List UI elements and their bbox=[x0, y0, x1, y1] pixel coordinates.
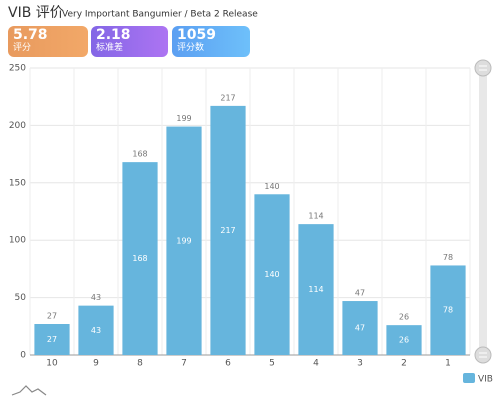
stat-card: 5.78 评分 bbox=[8, 26, 88, 57]
y-tick-label: 150 bbox=[9, 178, 26, 188]
y-tick-label: 250 bbox=[9, 64, 26, 74]
inner-value-label: 47 bbox=[355, 324, 365, 333]
x-tick-label: 4 bbox=[313, 359, 319, 369]
inner-value-label: 199 bbox=[176, 236, 191, 245]
x-tick-label: 10 bbox=[46, 359, 58, 369]
legend-swatch bbox=[463, 373, 475, 383]
bar bbox=[78, 305, 114, 355]
value-label: 168 bbox=[132, 150, 147, 159]
stat-label: 评分 bbox=[13, 43, 32, 53]
slider-handle[interactable] bbox=[474, 346, 492, 364]
slider-handle[interactable] bbox=[474, 59, 492, 77]
x-tick-label: 5 bbox=[269, 359, 275, 369]
stat-value: 1059 bbox=[177, 27, 216, 43]
y-tick-label: 0 bbox=[20, 351, 26, 361]
x-tick-label: 3 bbox=[357, 359, 363, 369]
value-label: 26 bbox=[399, 313, 409, 322]
x-tick-label: 2 bbox=[401, 359, 407, 369]
value-label: 114 bbox=[308, 212, 323, 221]
x-tick-label: 1 bbox=[445, 359, 451, 369]
inner-value-label: 114 bbox=[308, 285, 323, 294]
y-tick-label: 200 bbox=[9, 121, 26, 131]
stat-label: 评分数 bbox=[177, 43, 205, 53]
slider-track bbox=[479, 68, 487, 355]
bar bbox=[386, 325, 422, 355]
bar bbox=[254, 194, 290, 355]
value-label: 47 bbox=[355, 289, 365, 298]
bar bbox=[430, 265, 466, 355]
bar bbox=[342, 301, 378, 355]
chart-title: VIB 评价 bbox=[8, 5, 64, 21]
stat-card: 2.18 标准差 bbox=[91, 26, 168, 57]
x-tick-label: 7 bbox=[181, 359, 187, 369]
inner-value-label: 43 bbox=[91, 326, 101, 335]
value-label: 217 bbox=[220, 93, 235, 102]
value-label: 199 bbox=[176, 114, 191, 123]
bar bbox=[34, 324, 70, 355]
x-tick-label: 9 bbox=[93, 359, 99, 369]
x-tick-label: 6 bbox=[225, 359, 231, 369]
y-tick-label: 100 bbox=[9, 236, 26, 246]
value-label: 43 bbox=[91, 293, 101, 302]
chart-subtitle: Very Important Bangumier / Beta 2 Releas… bbox=[62, 10, 258, 20]
inner-value-label: 27 bbox=[47, 335, 57, 344]
inner-value-label: 217 bbox=[220, 226, 235, 235]
x-tick-label: 8 bbox=[137, 359, 143, 369]
stat-value: 5.78 bbox=[13, 27, 48, 43]
inner-value-label: 140 bbox=[264, 270, 279, 279]
value-label: 27 bbox=[47, 312, 57, 321]
bar bbox=[166, 126, 202, 355]
zoom-icon[interactable] bbox=[11, 385, 47, 396]
data-zoom-slider[interactable] bbox=[474, 59, 492, 364]
value-label: 78 bbox=[443, 253, 453, 262]
legend-label: VIB bbox=[478, 375, 493, 385]
inner-value-label: 26 bbox=[399, 336, 409, 345]
stat-label: 标准差 bbox=[96, 43, 124, 53]
value-label: 140 bbox=[264, 182, 279, 191]
stat-value: 2.18 bbox=[96, 27, 131, 43]
bar bbox=[298, 224, 334, 355]
bar bbox=[122, 162, 158, 355]
stat-card: 1059 评分数 bbox=[172, 26, 250, 57]
bar bbox=[210, 105, 246, 355]
inner-value-label: 78 bbox=[443, 306, 453, 315]
inner-value-label: 168 bbox=[132, 254, 147, 263]
y-tick-label: 50 bbox=[15, 293, 27, 303]
